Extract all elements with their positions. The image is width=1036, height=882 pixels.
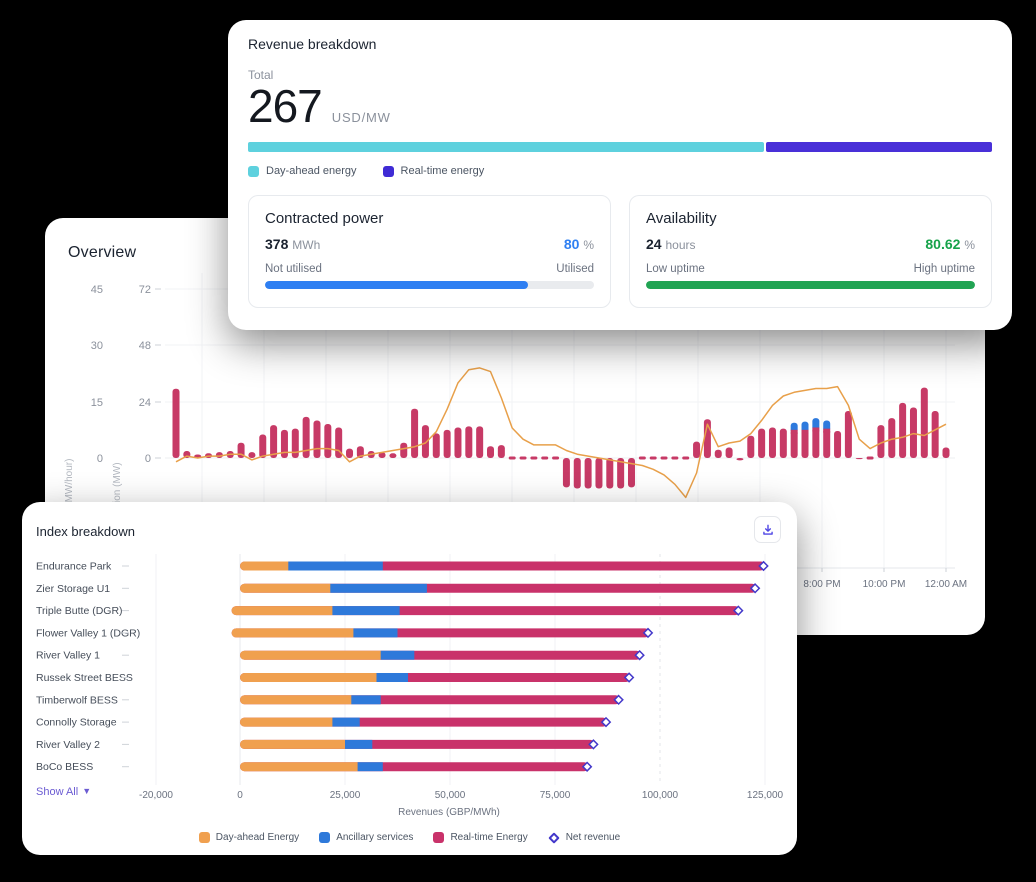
svg-text:10:00 PM: 10:00 PM bbox=[863, 579, 906, 590]
svg-text:24: 24 bbox=[139, 397, 151, 409]
svg-text:River Valley 2: River Valley 2 bbox=[36, 739, 100, 751]
svg-text:0: 0 bbox=[97, 453, 103, 465]
svg-text:72: 72 bbox=[139, 284, 151, 296]
contracted-pct: 80 % bbox=[563, 236, 594, 253]
contracted-progress-fill bbox=[265, 281, 529, 290]
svg-text:75,000: 75,000 bbox=[540, 790, 571, 801]
svg-text:0: 0 bbox=[237, 790, 243, 801]
svg-text:Endurance Park: Endurance Park bbox=[36, 561, 112, 573]
kpi-grid: Contracted power 378 MWh 80 % Not utilis… bbox=[248, 195, 992, 309]
svg-text:15: 15 bbox=[91, 397, 103, 409]
svg-text:8:00 PM: 8:00 PM bbox=[803, 579, 840, 590]
legend-item-net-revenue: Net revenue bbox=[548, 831, 620, 844]
chevron-down-icon: ▼ bbox=[82, 786, 92, 796]
svg-text:45: 45 bbox=[91, 284, 103, 296]
svg-text:25,000: 25,000 bbox=[330, 790, 361, 801]
overview-title: Overview bbox=[68, 244, 137, 261]
availability-pct: 80.62 % bbox=[925, 236, 975, 253]
svg-text:Revenues (GBP/MWh): Revenues (GBP/MWh) bbox=[398, 807, 500, 818]
legend-item-real-time: Real-time energy bbox=[382, 165, 485, 178]
contracted-power-card: Contracted power 378 MWh 80 % Not utilis… bbox=[248, 195, 611, 309]
legend-item-day-ahead: Day-ahead energy bbox=[248, 165, 357, 177]
legend-item-real-time: Real-time Energy bbox=[433, 832, 528, 843]
contracted-progress-track bbox=[265, 281, 594, 290]
svg-text:0: 0 bbox=[145, 453, 151, 465]
svg-text:100,000: 100,000 bbox=[642, 790, 679, 801]
availability-progress-fill bbox=[646, 281, 975, 290]
day-ahead-swatch bbox=[248, 165, 259, 177]
availability-value: 24 hours bbox=[646, 236, 696, 253]
legend-label: Day-ahead energy bbox=[266, 165, 357, 178]
svg-text:48: 48 bbox=[139, 340, 151, 352]
availability-card: Availability 24 hours 80.62 % Low uptime… bbox=[629, 195, 992, 309]
svg-text:12:00 AM: 12:00 AM bbox=[925, 579, 967, 590]
legend-item-day-ahead: Day-ahead Energy bbox=[198, 832, 299, 843]
index-breakdown-title: Index breakdown bbox=[36, 524, 136, 539]
download-icon bbox=[762, 524, 773, 535]
revenue-split-bar bbox=[248, 142, 992, 153]
svg-text:Flower Valley 1 (DGR): Flower Valley 1 (DGR) bbox=[36, 627, 140, 639]
high-uptime-label: High uptime bbox=[913, 263, 975, 276]
revenue-title: Revenue breakdown bbox=[248, 36, 377, 52]
svg-text:Zier Storage U1: Zier Storage U1 bbox=[36, 583, 110, 595]
contracted-unit: MWh bbox=[292, 238, 321, 253]
svg-text:Connolly Storage: Connolly Storage bbox=[36, 717, 117, 729]
day-ahead-segment bbox=[248, 142, 764, 153]
real-time-swatch bbox=[382, 165, 394, 177]
svg-text:BoCo BESS: BoCo BESS bbox=[36, 761, 93, 773]
index-breakdown-card: Index breakdown -20,000 0 25,000 50,000 75,0… bbox=[22, 502, 797, 855]
utilised-label: Utilised bbox=[556, 263, 594, 276]
not-utilised-label: Not utilised bbox=[265, 263, 322, 276]
low-uptime-label: Low uptime bbox=[646, 263, 705, 276]
legend-item-ancillary: Ancillary services bbox=[319, 832, 413, 843]
availability-progress-track bbox=[646, 281, 975, 290]
svg-text:Timberwolf BESS: Timberwolf BESS bbox=[36, 694, 118, 706]
download-button[interactable] bbox=[754, 516, 781, 543]
real-time-swatch bbox=[433, 832, 445, 843]
contracted-power-title: Contracted power bbox=[265, 210, 384, 228]
ancillary-swatch bbox=[319, 832, 331, 843]
show-all-link[interactable]: Show All ▼ bbox=[36, 786, 92, 798]
total-row: 267 USD/MW bbox=[248, 80, 992, 132]
net-revenue-diamond-icon bbox=[548, 831, 560, 844]
total-label: Total bbox=[248, 68, 274, 82]
availability-unit: hours bbox=[665, 238, 696, 253]
revenue-legend: Day-ahead energy Real-time energy bbox=[248, 165, 992, 177]
svg-text:Triple Butte (DGR): Triple Butte (DGR) bbox=[36, 605, 123, 617]
legend-label: Real-time energy bbox=[400, 165, 485, 178]
svg-text:50,000: 50,000 bbox=[435, 790, 466, 801]
index-legend: Day-ahead Energy Ancillary services Real… bbox=[22, 831, 797, 844]
index-breakdown-chart: -20,000 0 25,000 50,000 75,000 100,000 125,000… bbox=[36, 554, 784, 818]
contracted-value: 378 MWh bbox=[265, 236, 321, 253]
svg-text:River Valley 1: River Valley 1 bbox=[36, 650, 100, 662]
day-ahead-swatch bbox=[198, 832, 210, 843]
svg-text:-20,000: -20,000 bbox=[139, 790, 173, 801]
revenue-breakdown-card: Revenue breakdown Total 267 USD/MW Day-a… bbox=[228, 20, 1012, 330]
real-time-segment bbox=[765, 142, 992, 153]
total-value: 267 bbox=[248, 80, 323, 132]
availability-title: Availability bbox=[646, 210, 717, 228]
svg-text:Russek Street BESS: Russek Street BESS bbox=[36, 672, 133, 684]
svg-text:30: 30 bbox=[91, 340, 103, 352]
total-unit: USD/MW bbox=[331, 110, 391, 125]
svg-text:125,000: 125,000 bbox=[747, 790, 784, 801]
